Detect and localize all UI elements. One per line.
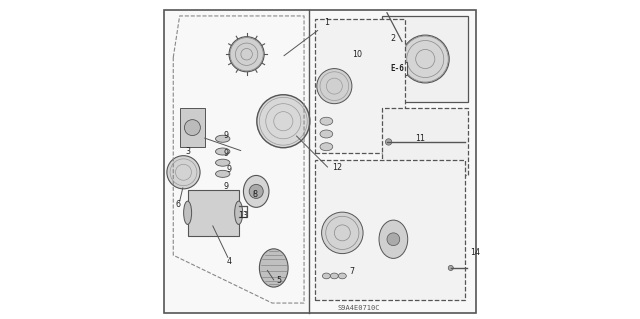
Circle shape [249, 184, 263, 198]
Text: S9A4E0710C: S9A4E0710C [337, 305, 380, 311]
Bar [382, 108, 468, 175]
Text: 1: 1 [324, 18, 329, 27]
Text: 8: 8 [252, 190, 257, 199]
Text: 9: 9 [223, 149, 228, 158]
Circle shape [317, 69, 352, 104]
Circle shape [167, 156, 200, 189]
Text: E-6: E-6 [390, 64, 404, 73]
Text: 2: 2 [391, 34, 396, 43]
Circle shape [448, 265, 453, 271]
Bar [180, 108, 205, 147]
Circle shape [385, 139, 392, 145]
Text: 12: 12 [333, 163, 342, 172]
FancyBboxPatch shape [387, 62, 408, 75]
Ellipse shape [184, 201, 191, 225]
Bar [382, 16, 468, 102]
Circle shape [184, 120, 200, 136]
Text: 9: 9 [223, 131, 228, 140]
Ellipse shape [320, 130, 333, 138]
Circle shape [387, 233, 400, 246]
Ellipse shape [216, 170, 230, 177]
Circle shape [257, 95, 310, 148]
Text: 3: 3 [185, 147, 190, 156]
Ellipse shape [243, 175, 269, 207]
Text: 10: 10 [352, 50, 362, 59]
Ellipse shape [216, 135, 230, 142]
Circle shape [401, 35, 449, 83]
Ellipse shape [339, 273, 346, 279]
Ellipse shape [323, 273, 330, 279]
Text: 9: 9 [223, 182, 228, 191]
Text: 9: 9 [227, 165, 232, 174]
Text: 13: 13 [239, 211, 248, 220]
Ellipse shape [235, 201, 243, 225]
Ellipse shape [320, 117, 333, 125]
Ellipse shape [320, 143, 333, 151]
Text: 5: 5 [276, 276, 281, 285]
Text: 11: 11 [415, 134, 426, 143]
Text: 4: 4 [227, 257, 232, 266]
Text: 7: 7 [349, 267, 355, 276]
Bar [316, 19, 404, 153]
Ellipse shape [216, 159, 230, 166]
Ellipse shape [216, 148, 230, 155]
Ellipse shape [379, 220, 408, 258]
Ellipse shape [259, 249, 288, 287]
Bar [316, 160, 465, 300]
Bar [188, 190, 239, 236]
Text: 6: 6 [175, 200, 180, 209]
Circle shape [229, 37, 264, 72]
Text: 14: 14 [470, 248, 480, 256]
Ellipse shape [330, 273, 339, 279]
Circle shape [321, 212, 363, 254]
